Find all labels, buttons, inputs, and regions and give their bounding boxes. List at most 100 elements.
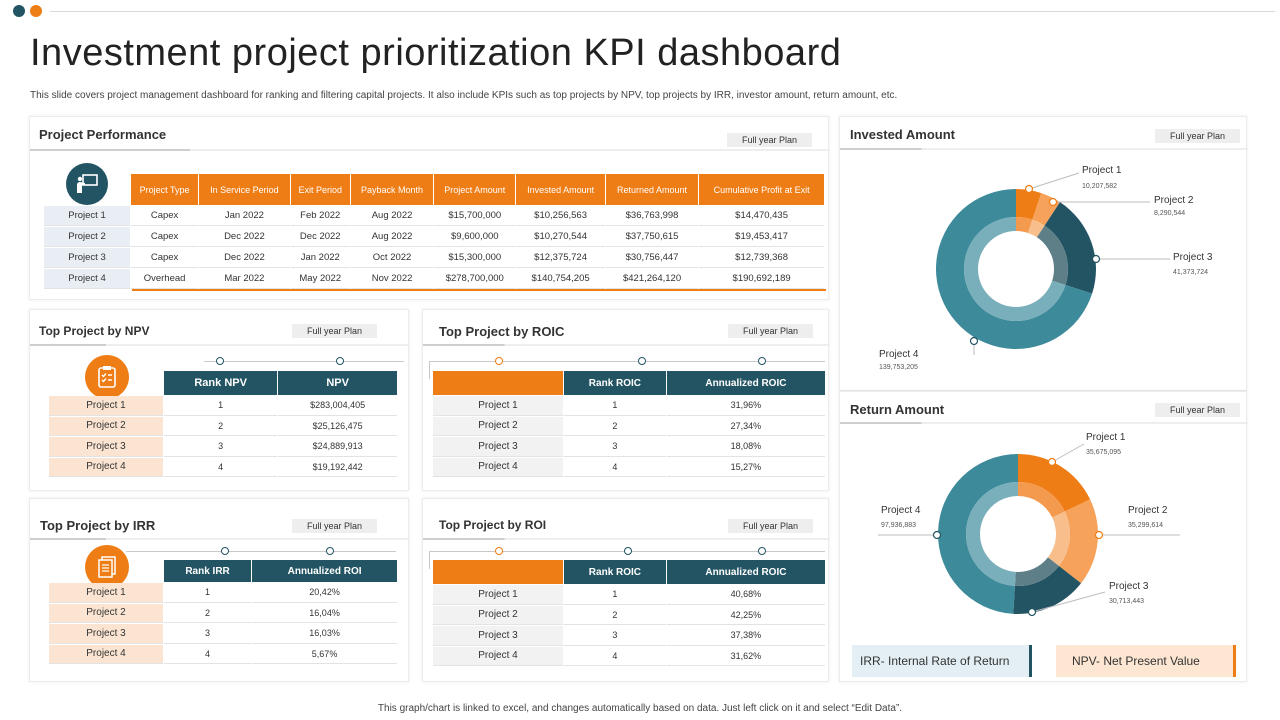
table-cell: Overhead: [131, 269, 199, 289]
roic-connector-dot: [495, 357, 503, 365]
table-cell: $12,375,724: [516, 248, 605, 268]
invested-leader-dot-1: [1024, 184, 1034, 194]
roi-header-row: Rank ROIC Annualized ROIC: [433, 560, 825, 584]
header-rank-roic: Rank ROIC: [564, 371, 666, 395]
table-row: Project 2 Capex Dec 2022 Dec 2022 Aug 20…: [44, 227, 824, 247]
invested-slice-3[interactable]: [1044, 202, 1096, 294]
row-label: Project 4: [433, 457, 563, 477]
invested-value-3: 41,373,724: [1173, 269, 1209, 276]
row-label: Project 3: [433, 626, 563, 646]
table-cell: $19,453,417: [699, 227, 824, 247]
table-cell: Dec 2022: [199, 248, 290, 268]
roic-panel: Top Project by ROIC Full year Plan Rank …: [422, 309, 830, 491]
table-cell: Jan 2022: [199, 206, 290, 226]
table-cell: $278,700,000: [434, 269, 516, 289]
invested-plan-badge[interactable]: Full year Plan: [1155, 129, 1240, 143]
return-inner-slice-3: [1014, 557, 1059, 586]
return-label-2: Project 2: [1128, 505, 1168, 516]
return-slice-3[interactable]: [1013, 566, 1082, 614]
table-cell: Capex: [131, 248, 199, 268]
roic-plan-badge[interactable]: Full year Plan: [728, 324, 813, 338]
roi-title-rule: [423, 538, 830, 540]
table-cell: $140,754,205: [516, 269, 605, 289]
row-label: Project 4: [49, 457, 163, 477]
page-subtitle: This slide covers project management das…: [30, 90, 898, 101]
row-label: Project 1: [49, 396, 163, 416]
roic-connector-dot: [638, 357, 646, 365]
npv-title: Top Project by NPV: [39, 324, 150, 338]
table-cell: Oct 2022: [350, 248, 434, 268]
return-value-1: 35,675,095: [1086, 449, 1122, 456]
return-slice-1[interactable]: [1018, 454, 1091, 512]
table-cell: 16,04%: [252, 603, 397, 623]
invested-slice-1[interactable]: [1016, 189, 1042, 220]
return-plan-badge[interactable]: Full year Plan: [1155, 403, 1240, 417]
roic-connector-stub: [429, 361, 430, 379]
header-rank-npv: Rank NPV: [164, 371, 278, 395]
return-leader-line-1: [1051, 443, 1085, 463]
invested-donut-chart: [936, 172, 1170, 355]
table-cell: 42,25%: [666, 605, 825, 625]
roi-plan-badge[interactable]: Full year Plan: [728, 519, 813, 533]
table-cell: Mar 2022: [199, 269, 290, 289]
header-rank-roic: Rank ROIC: [564, 560, 666, 584]
table-cell: 4: [164, 644, 252, 664]
return-title: Return Amount: [850, 402, 945, 417]
roic-title: Top Project by ROIC: [439, 324, 565, 339]
table-row: Project 1 Capex Jan 2022 Feb 2022 Aug 20…: [44, 206, 824, 226]
table-row: Project 1 1 40,68%: [433, 585, 825, 605]
header-payback-month: Payback Month: [350, 174, 434, 205]
table-row: Project 4 Overhead Mar 2022 May 2022 Nov…: [44, 269, 824, 289]
invested-leader-dot-3: [1091, 254, 1101, 264]
roic-title-rule: [423, 344, 830, 346]
npv-plan-badge[interactable]: Full year Plan: [292, 324, 377, 338]
npv-header-row: Rank NPV NPV: [49, 371, 397, 395]
invested-title: Invested Amount: [850, 127, 955, 142]
return-leader-dot-3: [1027, 607, 1037, 617]
header-cumulative-profit: Cumulative Profit at Exit: [699, 174, 824, 205]
row-label: Project 2: [49, 603, 163, 623]
table-cell: 20,42%: [252, 583, 397, 603]
table-cell: 2: [564, 416, 666, 436]
table-row: Project 2 2 16,04%: [49, 603, 397, 623]
return-slice-4[interactable]: [938, 454, 1018, 614]
roi-connector-dot: [758, 547, 766, 555]
npv-legend: NPV- Net Present Value: [1056, 645, 1236, 677]
table-row: Project 3 3 16,03%: [49, 624, 397, 644]
table-cell: 31,96%: [666, 396, 825, 416]
performance-plan-badge[interactable]: Full year Plan: [727, 133, 812, 147]
table-row: Project 3 3 37,38%: [433, 626, 825, 646]
row-label: Project 1: [44, 206, 130, 226]
return-slice-2[interactable]: [1058, 499, 1098, 584]
irr-header-row: Rank IRR Annualized ROI: [49, 560, 397, 582]
roi-panel: Top Project by ROI Full year Plan Rank R…: [422, 498, 830, 682]
table-cell: $36,763,998: [605, 206, 699, 226]
return-value-2: 35,299,614: [1128, 522, 1164, 529]
roic-connector-dot: [758, 357, 766, 365]
footer-note: This graph/chart is linked to excel, and…: [377, 703, 903, 714]
row-label: Project 2: [433, 416, 563, 436]
invested-slice-4[interactable]: [936, 189, 1093, 349]
table-cell: $190,692,189: [699, 269, 824, 289]
row-label: Project 4: [49, 644, 163, 664]
npv-panel: Top Project by NPV Full year Plan Rank N…: [29, 309, 410, 491]
invested-amount-panel: Invested Amount Full year Plan Project 1…: [839, 116, 1248, 391]
table-cell: 1: [564, 585, 666, 605]
row-label: Project 3: [49, 624, 163, 644]
roic-header-row: Rank ROIC Annualized ROIC: [433, 371, 825, 395]
return-label-1: Project 1: [1086, 432, 1126, 443]
header-project-type: Project Type: [131, 174, 199, 205]
table-row: Project 2 2 42,25%: [433, 605, 825, 625]
row-label: Project 4: [44, 269, 130, 289]
presentation-icon: [66, 163, 108, 205]
roic-header-orange: [433, 371, 563, 395]
return-leader-dot-2: [1094, 530, 1104, 540]
irr-plan-badge[interactable]: Full year Plan: [292, 519, 377, 533]
table-row: Project 3 3 $24,889,913: [49, 437, 397, 457]
header-invested-amount: Invested Amount: [516, 174, 605, 205]
table-cell: $15,300,000: [434, 248, 516, 268]
invested-label-4: Project 4: [879, 349, 919, 360]
table-row: Project 3 Capex Dec 2022 Jan 2022 Oct 20…: [44, 248, 824, 268]
return-inner-slice-1: [1018, 482, 1065, 518]
invested-leader-dot-4: [969, 336, 979, 346]
